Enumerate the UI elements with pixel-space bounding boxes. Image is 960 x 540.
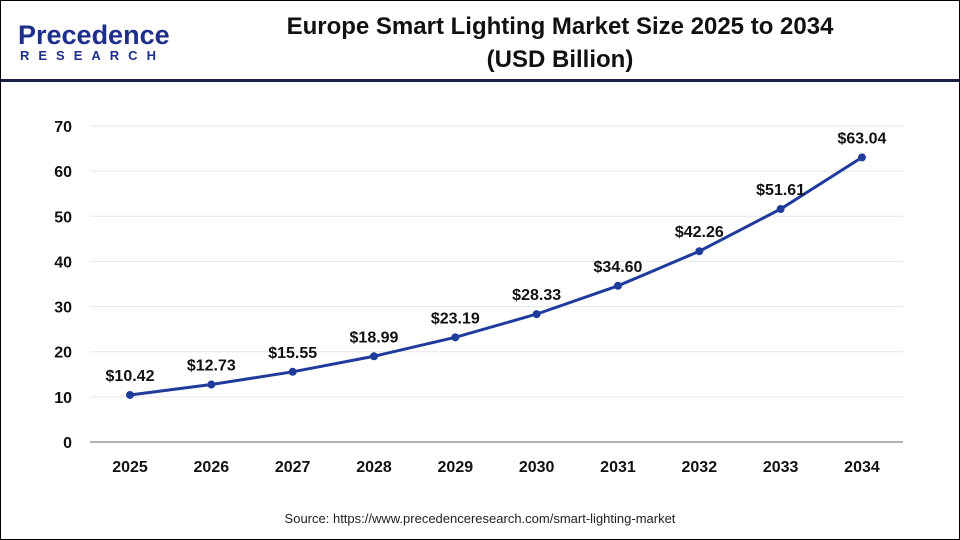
y-tick-label: 10 — [54, 390, 72, 407]
y-tick-label: 60 — [54, 164, 72, 181]
x-tick-label: 2025 — [112, 459, 148, 476]
data-point — [532, 310, 541, 319]
x-tick-label: 2030 — [519, 459, 555, 476]
y-tick-label: 40 — [54, 254, 72, 271]
y-tick-label: 50 — [54, 209, 72, 226]
data-label: $18.99 — [350, 329, 399, 346]
data-label: $15.55 — [268, 345, 317, 362]
x-tick-label: 2029 — [438, 459, 474, 476]
y-tick-label: 30 — [54, 300, 72, 317]
logo-subtext: RESEARCH — [20, 48, 165, 63]
data-label: $51.61 — [756, 182, 805, 199]
data-label: $34.60 — [594, 259, 643, 276]
logo: Precedence RESEARCH — [18, 22, 170, 64]
data-point — [695, 247, 704, 256]
data-label: $12.73 — [187, 358, 236, 375]
data-label: $42.26 — [675, 224, 724, 241]
data-point — [613, 281, 622, 290]
y-tick-label: 70 — [54, 119, 72, 136]
data-label: $63.04 — [838, 130, 887, 147]
x-tick-label: 2034 — [844, 459, 880, 476]
x-tick-label: 2032 — [682, 459, 718, 476]
chart-title: Europe Smart Lighting Market Size 2025 t… — [250, 10, 870, 76]
x-tick-label: 2027 — [275, 459, 311, 476]
data-point — [776, 205, 785, 214]
data-label: $23.19 — [431, 310, 480, 327]
data-point — [857, 153, 866, 162]
source-note: Source: https://www.precedenceresearch.c… — [284, 511, 676, 526]
data-label: $28.33 — [512, 287, 561, 304]
x-tick-label: 2028 — [356, 459, 392, 476]
data-label: $10.42 — [106, 368, 155, 385]
x-tick-label: 2031 — [600, 459, 636, 476]
y-tick-label: 20 — [54, 345, 72, 362]
data-point — [288, 367, 297, 376]
x-tick-label: 2033 — [763, 459, 799, 476]
data-point — [369, 352, 378, 361]
y-tick-label: 0 — [63, 435, 72, 452]
title-line-2: (USD Billion) — [486, 46, 634, 73]
data-point — [207, 380, 216, 389]
series-line — [129, 156, 863, 397]
logo-text: Precedence — [18, 20, 170, 50]
data-point — [451, 333, 460, 342]
x-tick-label: 2026 — [194, 459, 230, 476]
title-line-1: Europe Smart Lighting Market Size 2025 t… — [286, 13, 834, 40]
header-divider — [1, 79, 959, 82]
data-point — [126, 390, 134, 399]
